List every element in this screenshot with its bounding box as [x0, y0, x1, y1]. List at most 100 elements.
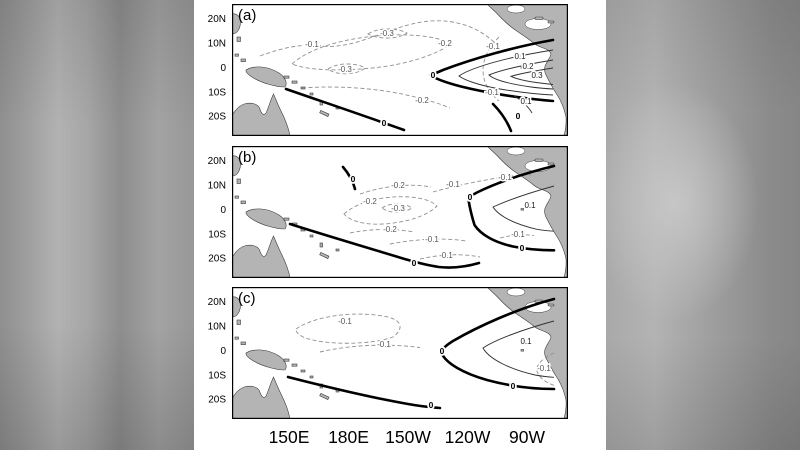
positive-contour — [492, 185, 555, 232]
lon-tick-label: 150W — [385, 427, 431, 447]
lat-tick-label: 20S — [208, 112, 226, 123]
contour-label: 0 — [468, 192, 473, 202]
positive-contour — [458, 49, 554, 96]
panel-c-frame — [232, 287, 568, 420]
contour-label: 0 — [440, 346, 445, 356]
positive-contour — [509, 67, 554, 85]
lon-tick-label: 180E — [328, 427, 369, 447]
contour-label: 0 — [431, 70, 436, 80]
contour-label: -0.3 — [391, 204, 405, 213]
contour-label: -0.1 — [338, 317, 352, 326]
panel-a-map: -0.1 -0.2 -0.3 -0.3 -0.1 -0.1 0 0.1 0.2 … — [232, 4, 568, 136]
lon-tick-label: 120W — [445, 427, 491, 447]
lat-tick-label: 10N — [208, 322, 226, 333]
contour-label: -0.1 — [377, 340, 391, 349]
contour-label: 0 — [412, 258, 417, 268]
panel-letter: (c) — [238, 290, 256, 307]
zero-contour — [491, 102, 513, 133]
contour-label: 0.1 — [520, 97, 532, 106]
lat-tick-label: 20N — [208, 14, 226, 25]
positive-contour — [512, 94, 533, 114]
negative-contour — [319, 344, 421, 353]
panel-c-map: -0.1 -0.1 0 0.1 -0.1 0 0 — [232, 287, 568, 419]
letterbox-right — [606, 0, 800, 450]
lat-tick-label: 10N — [208, 39, 226, 50]
contour-label: -0.1 — [439, 251, 453, 260]
negative-contour — [301, 86, 451, 109]
negative-contour — [295, 313, 401, 344]
contour-label: 0.1 — [520, 337, 532, 346]
panel-letter: (b) — [238, 149, 256, 166]
panel-c: -0.1 -0.1 0 0.1 -0.1 0 0 (c) 20N 10N 0 1… — [208, 287, 568, 420]
zero-contour — [286, 375, 442, 410]
negative-contour — [367, 28, 408, 39]
contour-label: -0.1 — [511, 230, 525, 239]
contour-label: 0 — [511, 381, 516, 391]
contour-label: -0.2 — [363, 197, 377, 206]
lat-tick-label: 10N — [208, 181, 226, 192]
zero-contour — [467, 164, 556, 252]
lat-tick-label: 0 — [220, 346, 226, 357]
negative-contour — [536, 352, 555, 386]
negative-contour — [419, 254, 481, 260]
zero-contour — [288, 222, 481, 269]
contour-label: 0 — [520, 243, 525, 253]
negative-contour — [359, 184, 432, 195]
negative-contour — [327, 63, 366, 75]
zero-contour — [341, 165, 357, 191]
panel-a-frame — [232, 4, 568, 137]
letterbox-left — [0, 0, 194, 450]
contour-label: 0.2 — [522, 62, 534, 71]
negative-contour — [432, 174, 532, 193]
contour-label: -0.1 — [425, 235, 439, 244]
lat-tick-label: 20N — [208, 297, 226, 308]
negative-contour — [499, 234, 535, 239]
lat-tick-label: 10S — [208, 229, 226, 240]
panel-letter: (a) — [238, 7, 256, 24]
contour-label: -0.1 — [485, 88, 499, 97]
contour-label: 0 — [429, 400, 434, 410]
negative-contour — [343, 196, 438, 225]
negative-contour — [349, 229, 415, 234]
negative-contour — [381, 203, 413, 213]
contour-label: 0.1 — [514, 52, 526, 61]
lon-tick-label: 90W — [509, 427, 545, 447]
positive-contour — [488, 59, 554, 90]
contour-label: -0.1 — [305, 40, 319, 49]
contour-label: -0.2 — [415, 96, 429, 105]
lon-tick-label: 150E — [269, 427, 310, 447]
lat-tick-label: 10S — [208, 370, 226, 381]
panel-b-frame — [232, 146, 568, 279]
contour-label: -0.3 — [380, 29, 394, 38]
lat-tick-label: 20N — [208, 156, 226, 167]
negative-contour — [291, 34, 452, 71]
contour-label: -0.1 — [537, 364, 551, 373]
contour-label: -0.2 — [383, 225, 397, 234]
zero-contour — [284, 87, 406, 132]
contour-label: 0 — [516, 111, 521, 121]
contour-label: -0.1 — [498, 173, 512, 182]
contour-label: -0.2 — [391, 181, 405, 190]
contour-label: 0 — [351, 174, 356, 184]
lat-tick-label: 20S — [208, 395, 226, 406]
contour-label: 0.3 — [531, 71, 543, 80]
lon-axis: 150E 180E 150W 120W 90W — [269, 427, 546, 447]
panel-a: -0.1 -0.2 -0.3 -0.3 -0.1 -0.1 0 0.1 0.2 … — [208, 4, 568, 137]
panel-b: 0 -0.2 -0.1 -0.1 -0.2 -0.3 0 0.1 -0.2 -0… — [208, 146, 568, 279]
zero-contour — [428, 38, 555, 103]
negative-contour — [259, 20, 497, 57]
contour-label: 0 — [382, 118, 387, 128]
contour-label: -0.1 — [486, 42, 500, 51]
contour-label: -0.2 — [438, 39, 452, 48]
contour-label: -0.3 — [338, 65, 352, 74]
panel-b-map: 0 -0.2 -0.1 -0.1 -0.2 -0.3 0 0.1 -0.2 -0… — [232, 146, 568, 278]
contour-label: -0.1 — [446, 180, 460, 189]
lat-tick-label: 0 — [220, 63, 226, 74]
lat-tick-label: 0 — [220, 205, 226, 216]
negative-contour — [389, 238, 467, 245]
positive-contour — [482, 320, 555, 378]
lat-tick-label: 20S — [208, 254, 226, 265]
lat-tick-label: 10S — [208, 87, 226, 98]
